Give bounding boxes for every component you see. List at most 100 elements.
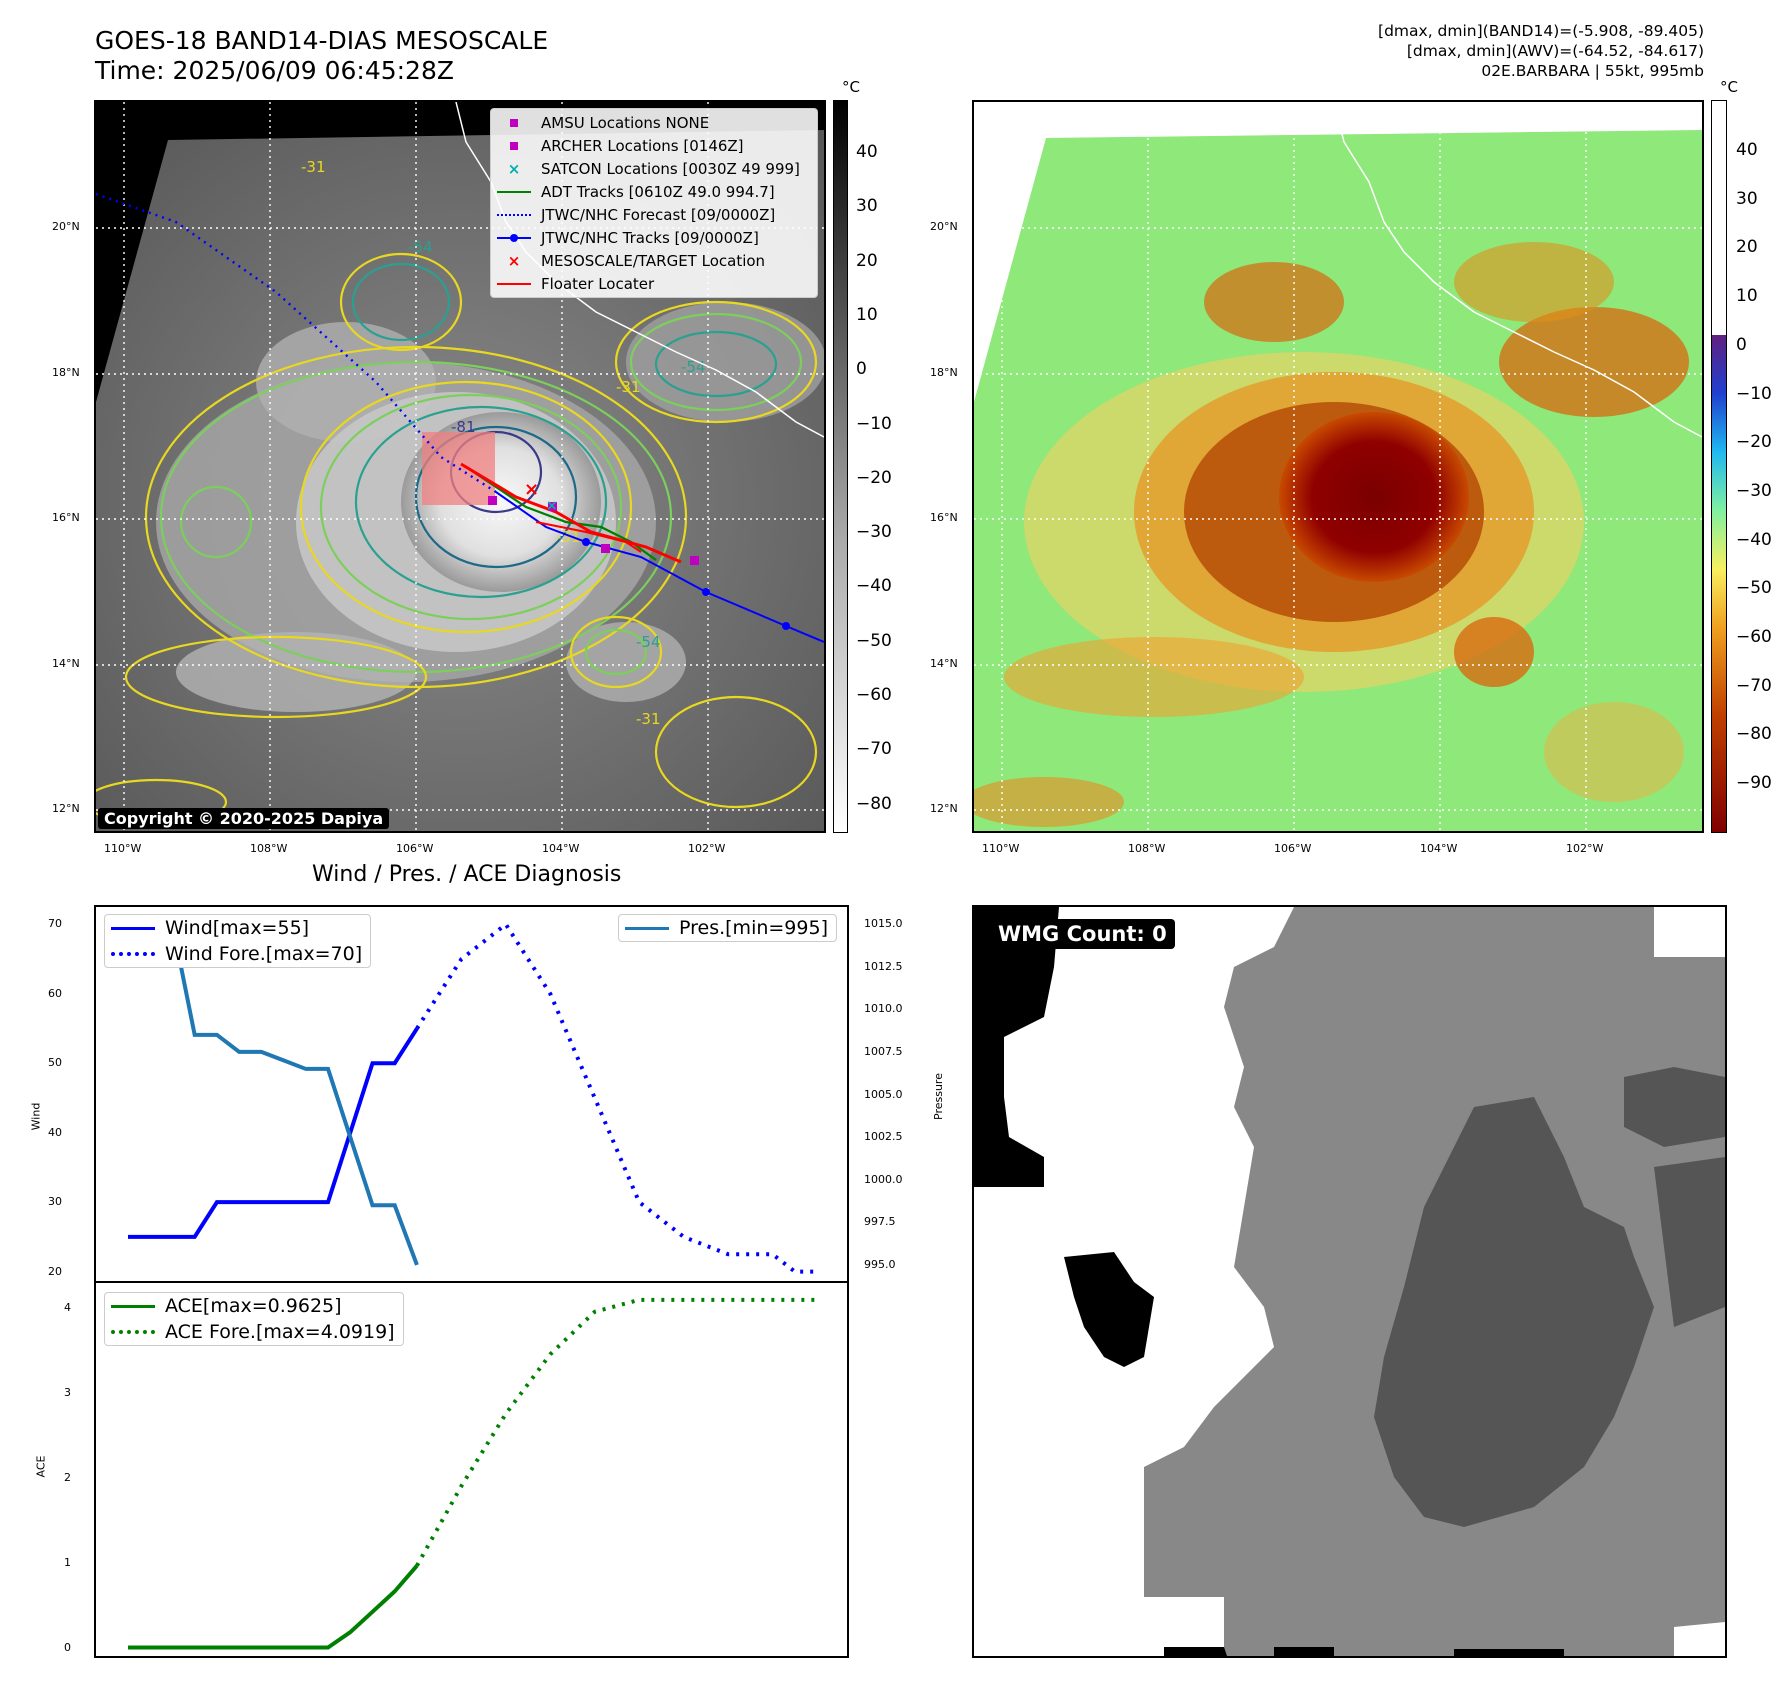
pressure-axis-label: Pressure — [931, 1073, 945, 1120]
colorbar-left-tick: −40 — [856, 576, 892, 597]
pressure-tick: 997.5 — [864, 1215, 896, 1229]
lon-label: 108°W — [1128, 842, 1166, 855]
ace-tick: 4 — [64, 1300, 71, 1314]
mesoscale-box — [422, 432, 495, 505]
contour-label: -81 — [451, 418, 476, 436]
legend-nhc-forecast: JTWC/NHC Forecast [09/0000Z] — [491, 203, 817, 226]
contour-label: -31 — [616, 378, 641, 396]
colorbar-left-tick: −80 — [856, 793, 892, 814]
wind-tick: 20 — [48, 1264, 62, 1278]
colorbar-right-unit: °C — [1720, 78, 1738, 96]
pressure-tick: 1007.5 — [864, 1044, 903, 1058]
page-title: GOES-18 BAND14-DIAS MESOSCALE — [95, 26, 549, 55]
legend-archer: ARCHER Locations [0146Z] — [491, 134, 817, 157]
series-line — [128, 922, 419, 1266]
colorbar-left-tick: −50 — [856, 630, 892, 651]
wind-tick: 30 — [48, 1195, 62, 1209]
series-line — [128, 1564, 419, 1650]
wind-tick: 60 — [48, 986, 62, 1000]
ace-axis-label: ACE — [34, 1455, 48, 1478]
colorbar-left-tick: −10 — [856, 413, 892, 434]
contour-label: -31 — [636, 710, 661, 728]
pressure-legend: Pres.[min=995] — [618, 914, 837, 942]
lat-label: 12°N — [930, 802, 958, 815]
lon-label: 104°W — [1420, 842, 1458, 855]
wmg-count-label: WMG Count: 0 — [990, 919, 1175, 949]
colorbar-left-tick: −30 — [856, 522, 892, 543]
legend-wind: Wind[max=55] — [105, 915, 370, 941]
colorbar-right-tick: 10 — [1736, 286, 1758, 307]
lat-label: 18°N — [52, 366, 80, 379]
colorbar-right-tick: 30 — [1736, 188, 1758, 209]
colorbar-right-tick: −70 — [1736, 675, 1772, 696]
lat-label: 12°N — [52, 802, 80, 815]
wind-legend: Wind[max=55] Wind Fore.[max=70] — [104, 914, 372, 968]
copyright-label: Copyright © 2020-2025 Dapiya — [98, 808, 390, 829]
lon-label: 108°W — [250, 842, 288, 855]
colorbar-left-tick: 0 — [856, 359, 867, 380]
legend-amsu: AMSU Locations NONE — [491, 111, 817, 134]
colorbar-left-tick: 20 — [856, 250, 878, 271]
colorbar-left-unit: °C — [842, 78, 860, 96]
floater-track — [460, 462, 682, 564]
contour-label: -54 — [636, 633, 661, 651]
lon-label: 110°W — [982, 842, 1020, 855]
colorbar-left-tick: −60 — [856, 685, 892, 705]
pressure-tick: 1012.5 — [864, 959, 903, 973]
colorbar-right-tick: −80 — [1736, 724, 1772, 745]
pressure-tick: 1010.0 — [864, 1002, 903, 1016]
wind-tick: 50 — [48, 1056, 62, 1070]
diagnosis-svg — [96, 921, 847, 1650]
diagnosis-panel — [94, 905, 849, 1658]
legend-floater: Floater Locater — [491, 272, 817, 295]
gridlines — [974, 102, 1702, 831]
colorbar-right-tick: 40 — [1736, 140, 1758, 160]
ace-tick: 1 — [64, 1555, 71, 1569]
legend-ace: ACE[max=0.9625] — [105, 1293, 403, 1319]
lon-label: 106°W — [1274, 842, 1312, 855]
colorbar-right-tick: −20 — [1736, 432, 1772, 453]
colorbar-right-tick: −90 — [1736, 773, 1772, 794]
ace-tick: 0 — [64, 1640, 71, 1654]
legend-ace-forecast: ACE Fore.[max=4.0919] — [105, 1319, 403, 1345]
time-title: Time: 2025/06/09 06:45:28Z — [95, 56, 454, 85]
lat-label: 20°N — [52, 220, 80, 233]
lat-label: 16°N — [930, 511, 958, 524]
lon-label: 104°W — [542, 842, 580, 855]
colorbar-left — [833, 100, 848, 833]
ace-tick: 2 — [64, 1470, 71, 1484]
pressure-tick: 1000.0 — [864, 1172, 903, 1186]
lon-label: 102°W — [1566, 842, 1604, 855]
wind-tick: 40 — [48, 1125, 62, 1139]
colorbar-right-tick: −50 — [1736, 578, 1772, 599]
ace-legend: ACE[max=0.9625] ACE Fore.[max=4.0919] — [104, 1292, 404, 1346]
ace-tick: 3 — [64, 1385, 71, 1399]
wind-axis-label: Wind — [29, 1102, 43, 1131]
contour-label: -31 — [301, 158, 326, 176]
legend-nhc-tracks: JTWC/NHC Tracks [09/0000Z] — [491, 226, 817, 249]
legend-target: × MESOSCALE/TARGET Location — [507, 251, 766, 270]
archer-marker — [488, 496, 497, 505]
colorbar-left-tick: 40 — [856, 142, 878, 162]
colorbar-left-tick: 30 — [856, 196, 878, 217]
legend-satcon: × SATCON Locations [0030Z 49 999] — [507, 159, 800, 178]
wmg-svg — [974, 907, 1725, 1656]
legend-pressure: Pres.[min=995] — [619, 915, 836, 941]
legend-wind-forecast: Wind Fore.[max=70] — [105, 941, 370, 967]
lat-label: 18°N — [930, 366, 958, 379]
series-line — [128, 1027, 419, 1239]
diagnosis-title: Wind / Pres. / ACE Diagnosis — [312, 862, 622, 887]
lat-label: 20°N — [930, 220, 958, 233]
awv-range: [dmax, dmin](AWV)=(-64.52, -84.617) — [1406, 42, 1704, 60]
satcon-marker: × — [546, 498, 558, 514]
series-line — [415, 921, 817, 1274]
lat-label: 14°N — [930, 657, 958, 670]
nhc-forecast-track — [96, 192, 497, 494]
storm-core — [1279, 412, 1469, 582]
colorbar-left-tick: −20 — [856, 467, 892, 488]
colorbar-left-tick: −70 — [856, 739, 892, 760]
lat-label: 14°N — [52, 657, 80, 670]
band14-range: [dmax, dmin](BAND14)=(-5.908, -89.405) — [1378, 22, 1704, 40]
coastline — [1333, 102, 1702, 438]
colorbar-right-tick: −40 — [1736, 529, 1772, 550]
